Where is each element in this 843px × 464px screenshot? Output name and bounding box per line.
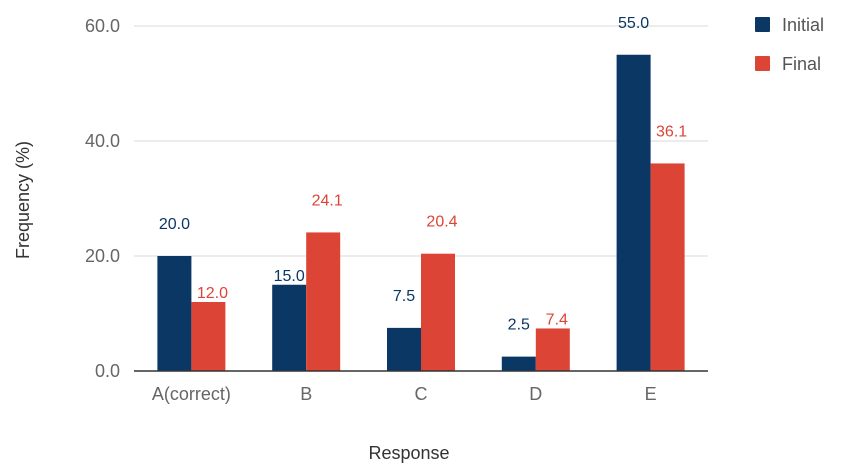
data-labels: 20.0 12.0 15.0 24.1 7.5 20.4 2.5 7.4 55.0 36.1 xyxy=(159,15,687,334)
legend-item-initial: Initial xyxy=(755,15,824,35)
bar-initial-4 xyxy=(501,356,536,371)
legend-swatch-final xyxy=(755,56,770,71)
bar-final-1 xyxy=(191,302,226,371)
bar-initial-1 xyxy=(157,256,192,371)
bar-final-4 xyxy=(535,328,570,371)
legend-label-final: Final xyxy=(782,54,821,74)
x-tick-label: D xyxy=(529,384,542,404)
bar-initial-5 xyxy=(616,54,651,371)
x-tick-label: E xyxy=(645,384,657,404)
data-label-final: 7.4 xyxy=(546,311,568,328)
x-tick-label: B xyxy=(300,384,312,404)
bar-final-2 xyxy=(306,232,341,371)
y-tick-label: 40.0 xyxy=(85,131,120,151)
data-label-final: 12.0 xyxy=(197,285,228,302)
y-axis-title: Frequency (%) xyxy=(13,141,33,259)
data-label-final: 36.1 xyxy=(656,123,687,140)
data-label-initial: 20.0 xyxy=(159,216,190,233)
bars xyxy=(157,54,685,371)
x-axis-title: Response xyxy=(368,443,449,463)
bar-final-5 xyxy=(650,163,685,371)
x-tick-label: C xyxy=(415,384,428,404)
data-label-initial: 55.0 xyxy=(618,15,649,32)
bar-final-3 xyxy=(421,253,455,371)
bar-initial-3 xyxy=(387,327,421,371)
data-label-final: 24.1 xyxy=(312,192,343,209)
legend: Initial Final xyxy=(755,15,824,74)
y-tick-label: 20.0 xyxy=(85,246,120,266)
x-tick-label: A(correct) xyxy=(152,384,231,404)
y-tick-label: 60.0 xyxy=(85,16,120,36)
data-label-initial: 7.5 xyxy=(393,288,415,305)
data-label-final: 20.4 xyxy=(426,214,457,231)
data-label-initial: 2.5 xyxy=(508,317,530,334)
legend-label-initial: Initial xyxy=(782,15,824,35)
bar-initial-2 xyxy=(272,284,307,371)
legend-swatch-initial xyxy=(755,17,770,32)
tick-labels: 0.0 20.0 40.0 60.0 A(correct) B C D E xyxy=(85,16,657,404)
y-tick-label: 0.0 xyxy=(95,361,120,381)
data-label-initial: 15.0 xyxy=(274,268,305,285)
legend-item-final: Final xyxy=(755,54,821,74)
